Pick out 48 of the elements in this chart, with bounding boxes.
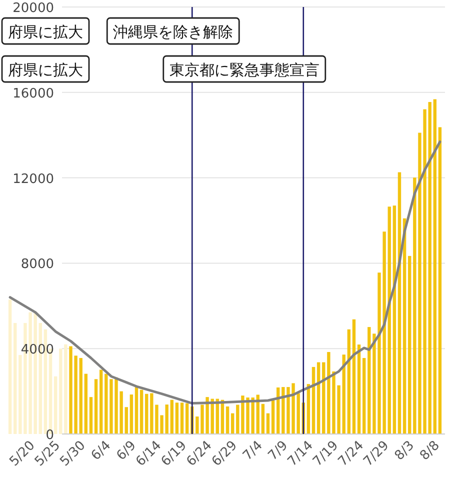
line-series	[8, 140, 442, 405]
bar	[362, 358, 366, 434]
bar	[170, 400, 174, 434]
bar	[261, 404, 265, 434]
bar	[84, 374, 88, 434]
x-tick-label: 8/8	[417, 438, 443, 464]
bar	[185, 403, 189, 434]
bar	[433, 99, 436, 434]
bar	[145, 394, 148, 434]
bar	[94, 379, 98, 434]
bar	[271, 400, 275, 434]
bar	[104, 374, 108, 434]
y-tick-label: 12000	[12, 172, 54, 187]
y-tick-label: 4000	[20, 342, 54, 358]
x-tick-label: 6/4	[88, 438, 114, 464]
bar	[180, 402, 184, 434]
bar	[64, 344, 68, 434]
bar	[89, 397, 93, 434]
bar	[438, 127, 442, 434]
bar	[408, 256, 412, 434]
bar	[175, 402, 179, 434]
bar	[368, 327, 371, 434]
ref-line-label: 東京都に緊急事態宣言	[169, 61, 320, 79]
bar	[388, 206, 391, 434]
x-tick-label: 8/3	[392, 438, 418, 464]
bar	[230, 413, 234, 434]
bar	[357, 344, 361, 434]
bar	[99, 370, 103, 434]
bar	[236, 404, 240, 434]
bar	[226, 406, 230, 434]
y-tick-label: 8000	[20, 257, 54, 272]
bar	[140, 390, 144, 434]
bar	[266, 413, 270, 434]
bar	[8, 299, 12, 434]
x-tick-label: 7/4	[240, 438, 266, 464]
bar	[14, 322, 17, 434]
bar	[79, 358, 82, 434]
y-tick-label: 16000	[12, 86, 54, 102]
y-tick-label: 20000	[12, 1, 54, 16]
bar	[54, 376, 58, 434]
annotation: 府県に拡大	[8, 23, 83, 41]
ref-line-label: 沖縄県を除き解除	[113, 23, 234, 41]
bar	[352, 319, 356, 434]
annotation: 府県に拡大	[8, 61, 83, 79]
bar	[59, 348, 62, 434]
bar	[347, 329, 351, 434]
bar	[124, 407, 128, 434]
bar	[130, 394, 134, 434]
